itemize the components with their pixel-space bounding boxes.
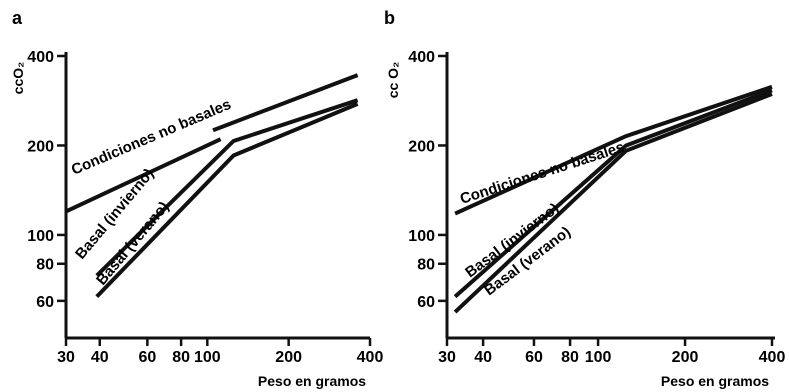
panel-a-y-tick-label: 80 [36,257,54,274]
panel-a-y-tick-label: 400 [27,49,54,66]
panel-b-series-condiciones-no-basales-line [454,84,773,216]
panel-b-x-tick-label: 100 [585,349,612,366]
panel-b-y-title: cc O₂ [385,62,401,99]
panel-a-y-title: ccO₂ [10,62,26,95]
panel-a-x-tick-label: 400 [357,349,384,366]
panel-b-x-tick-label: 60 [525,349,543,366]
panel-a-x-tick-label: 60 [138,349,156,366]
panel-a-letter: a [12,8,23,28]
panel-b-y-tick-label: 80 [417,257,435,274]
panel-b-series-basal-invierno-line [453,88,773,299]
panel-a-x-tick-label: 40 [91,349,109,366]
panel-a-x-tick-label: 80 [172,349,190,366]
panel-b-x-tick-label: 80 [561,349,579,366]
panel-a-series-condiciones-no-basales-segment-2 [212,73,359,133]
panel-a-series-basal-verano-line [95,102,359,298]
panel-a-y-tick-label: 100 [27,228,54,245]
panel-b-y-tick-label: 200 [408,138,435,155]
panel-b-x-tick-label: 200 [672,349,699,366]
panel-a-x-tick-label: 200 [275,349,302,366]
panel-b-x-tick-label: 30 [438,349,456,366]
panel-a-y-tick-label: 200 [27,138,54,155]
panel-b-series-basal-verano-line [453,92,773,314]
panel-b-x-tick-label: 400 [759,349,786,366]
panel-a-y-tick-label: 60 [36,294,54,311]
panel-a-x-tick-label: 100 [194,349,221,366]
panel-a-x-title: Peso en gramos [258,373,366,389]
panel-b-x-title: Peso en gramos [661,373,769,389]
panel-b-y-tick-label: 100 [408,228,435,245]
panel-b-y-tick-label: 400 [408,49,435,66]
panel-b-x-tick-label: 40 [474,349,492,366]
panel-a-series-condiciones-no-basales-segment-1 [65,137,222,214]
panel-b-y-tick-label: 60 [417,294,435,311]
panel-a-series-basal-invierno-line [95,98,359,278]
panel-b-letter: b [384,8,395,28]
panel-a-x-tick-label: 30 [57,349,75,366]
